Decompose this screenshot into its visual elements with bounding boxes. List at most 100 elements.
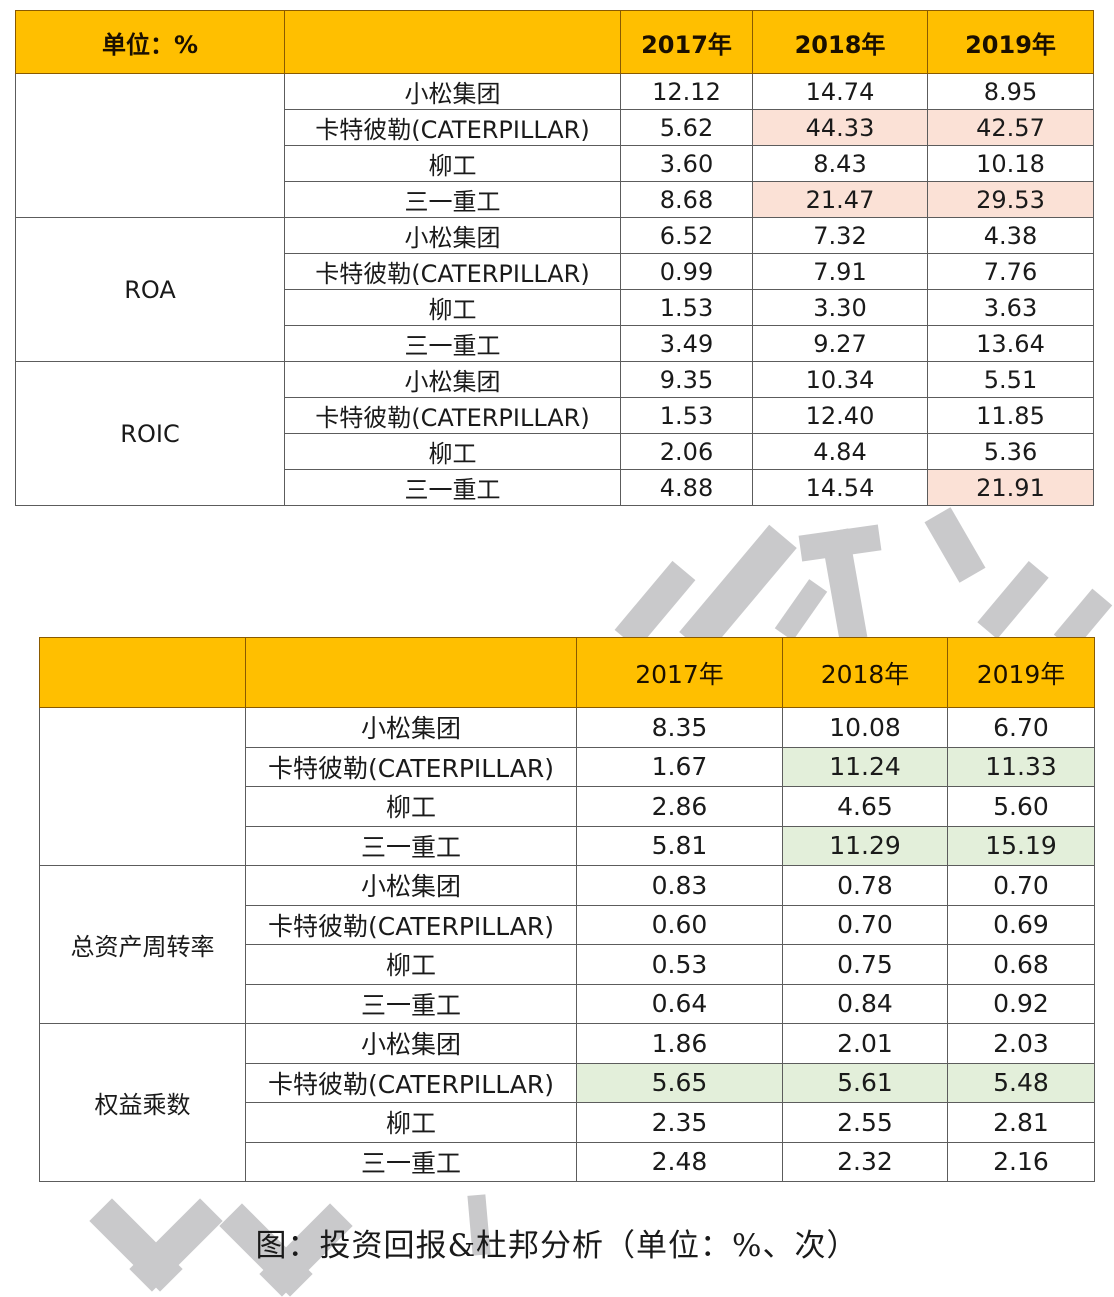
value-cell: 3.30: [752, 289, 928, 326]
value-cell: 0.92: [947, 983, 1095, 1024]
company-name: 柳工: [245, 1102, 577, 1143]
value-cell: 5.65: [576, 1062, 783, 1103]
value-cell: 4.84: [752, 433, 928, 470]
value-cell: 29.53: [927, 181, 1094, 218]
table-row: 柳工 2.35 2.55 2.81: [40, 1102, 1095, 1143]
table-row: 小松集团 12.12 14.74 8.95: [15, 73, 1094, 218]
table-row: 权益乘数 小松集团 1.86 2.01 2.03: [39, 1023, 1095, 1182]
value-cell: 8.95: [927, 73, 1094, 110]
value-cell: 8.35: [576, 707, 783, 748]
metric-label: 权益乘数: [39, 1023, 246, 1182]
company-name: 三一重工: [284, 181, 621, 218]
value-cell: 0.60: [576, 904, 783, 945]
value-cell: 4.65: [782, 786, 948, 827]
value-cell: 21.91: [927, 469, 1094, 506]
value-cell: 5.81: [576, 825, 783, 866]
header-row: 2017年 2018年 2019年: [39, 637, 1095, 708]
value-cell: 10.34: [752, 361, 928, 398]
value-cell: 21.47: [752, 181, 928, 218]
value-cell: 12.12: [620, 73, 753, 110]
col-2018: 2018年: [752, 10, 928, 74]
value-cell: 3.60: [620, 145, 753, 182]
value-cell: 11.85: [927, 397, 1094, 434]
value-cell: 11.33: [947, 746, 1095, 787]
table-row: 柳工 2.86 4.65 5.60: [40, 786, 1095, 827]
value-cell: 1.53: [620, 397, 753, 434]
table-row: 三一重工 4.88 14.54 21.91: [16, 469, 1094, 506]
table-row: 三一重工 3.49 9.27 13.64: [16, 325, 1094, 362]
value-cell: 0.78: [782, 865, 948, 906]
table-row: 三一重工 8.68 21.47 29.53: [16, 181, 1094, 218]
value-cell: 2.32: [782, 1141, 948, 1182]
company-name: 三一重工: [245, 825, 577, 866]
value-cell: 2.35: [576, 1102, 783, 1143]
value-cell: 11.29: [782, 825, 948, 866]
metric-label: [39, 707, 246, 866]
company-name: 卡特彼勒(CATERPILLAR): [284, 253, 621, 290]
col-2019: 2019年: [927, 10, 1094, 74]
metric-label: 总资产周转率: [39, 865, 246, 1024]
value-cell: 2.86: [576, 786, 783, 827]
value-cell: 2.81: [947, 1102, 1095, 1143]
value-cell: 5.60: [947, 786, 1095, 827]
company-name: 柳工: [284, 289, 621, 326]
value-cell: 5.51: [927, 361, 1094, 398]
value-cell: 0.68: [947, 944, 1095, 985]
table-row: 三一重工 5.81 11.29 15.19: [40, 825, 1095, 866]
value-cell: 14.54: [752, 469, 928, 506]
dupont-table: 2017年 2018年 2019年 小松集团 8.35 10.08 6.70 卡特彼勒(…: [39, 637, 1095, 1182]
table-row: 三一重工 2.48 2.32 2.16: [40, 1141, 1095, 1182]
company-name: 柳工: [245, 944, 577, 985]
company-name: 小松集团: [284, 361, 621, 398]
company-name: 小松集团: [245, 1023, 577, 1064]
value-cell: 5.36: [927, 433, 1094, 470]
company-header: [245, 637, 577, 708]
return-metrics-table: 单位：% 2017年 2018年 2019年 小松集团 12.12 14.74 8.9…: [15, 10, 1094, 506]
value-cell: 0.53: [576, 944, 783, 985]
value-cell: 4.38: [927, 217, 1094, 254]
table-row: 三一重工 0.64 0.84 0.92: [40, 983, 1095, 1024]
value-cell: 10.18: [927, 145, 1094, 182]
company-name: 小松集团: [245, 707, 577, 748]
unit-label: 单位：%: [15, 10, 285, 74]
company-name: 卡特彼勒(CATERPILLAR): [284, 397, 621, 434]
value-cell: 0.75: [782, 944, 948, 985]
value-cell: 9.35: [620, 361, 753, 398]
col-2018: 2018年: [782, 637, 948, 708]
col-2019: 2019年: [947, 637, 1095, 708]
value-cell: 2.16: [947, 1141, 1095, 1182]
table-row: 柳工 2.06 4.84 5.36: [16, 433, 1094, 470]
value-cell: 7.91: [752, 253, 928, 290]
value-cell: 5.61: [782, 1062, 948, 1103]
value-cell: 14.74: [752, 73, 928, 110]
company-name: 柳工: [245, 786, 577, 827]
company-name: 三一重工: [245, 983, 577, 1024]
value-cell: 13.64: [927, 325, 1094, 362]
value-cell: 6.70: [947, 707, 1095, 748]
table-row: 卡特彼勒(CATERPILLAR) 5.62 44.33 42.57: [16, 109, 1094, 146]
value-cell: 6.52: [620, 217, 753, 254]
value-cell: 3.49: [620, 325, 753, 362]
company-name: 卡特彼勒(CATERPILLAR): [284, 109, 621, 146]
value-cell: 1.86: [576, 1023, 783, 1064]
metric-label: [15, 73, 285, 218]
table-row: 柳工 0.53 0.75 0.68: [40, 944, 1095, 985]
value-cell: 2.55: [782, 1102, 948, 1143]
value-cell: 8.68: [620, 181, 753, 218]
value-cell: 15.19: [947, 825, 1095, 866]
value-cell: 2.01: [782, 1023, 948, 1064]
table-row: 柳工 3.60 8.43 10.18: [16, 145, 1094, 182]
company-name: 小松集团: [245, 865, 577, 906]
value-cell: 0.70: [782, 904, 948, 945]
value-cell: 1.67: [576, 746, 783, 787]
value-cell: 10.08: [782, 707, 948, 748]
unit-label: [39, 637, 246, 708]
company-name: 柳工: [284, 145, 621, 182]
table-row: ROA 小松集团 6.52 7.32 4.38: [15, 217, 1094, 362]
table-row: 卡特彼勒(CATERPILLAR) 1.53 12.40 11.85: [16, 397, 1094, 434]
metric-label: ROA: [15, 217, 285, 362]
value-cell: 0.83: [576, 865, 783, 906]
col-2017: 2017年: [620, 10, 753, 74]
value-cell: 12.40: [752, 397, 928, 434]
value-cell: 5.48: [947, 1062, 1095, 1103]
